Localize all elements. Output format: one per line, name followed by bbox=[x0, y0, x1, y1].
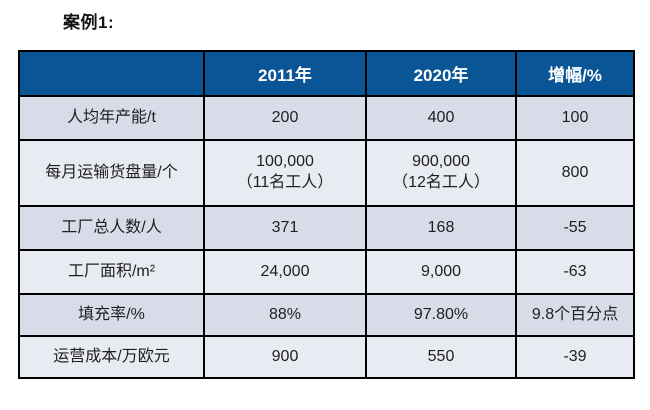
row-label: 运营成本/万欧元 bbox=[18, 335, 205, 379]
row-label: 每月运输货盘量/个 bbox=[18, 139, 205, 207]
value-2020: 97.80% bbox=[365, 293, 517, 337]
value-2020: 550 bbox=[365, 335, 517, 379]
row-label: 工厂面积/m² bbox=[18, 249, 205, 295]
case1-comparison-table: 2011年 2020年 增幅/% 人均年产能/t 200 400 100 每月运… bbox=[18, 50, 635, 379]
value-2011: 24,000 bbox=[203, 249, 367, 295]
value-delta: 9.8个百分点 bbox=[515, 293, 635, 337]
table-row: 人均年产能/t 200 400 100 bbox=[18, 95, 635, 141]
header-cell-delta: 增幅/% bbox=[515, 50, 635, 97]
row-label: 工厂总人数/人 bbox=[18, 205, 205, 251]
value-delta: -39 bbox=[515, 335, 635, 379]
value-2011: 371 bbox=[203, 205, 367, 251]
value-2011: 100,000 （11名工人） bbox=[203, 139, 367, 207]
row-label: 填充率/% bbox=[18, 293, 205, 337]
table-row: 运营成本/万欧元 900 550 -39 bbox=[18, 335, 635, 379]
table-row: 填充率/% 88% 97.80% 9.8个百分点 bbox=[18, 293, 635, 337]
value-2011: 88% bbox=[203, 293, 367, 337]
table-row: 工厂面积/m² 24,000 9,000 -63 bbox=[18, 249, 635, 295]
value-2011: 200 bbox=[203, 95, 367, 141]
row-label: 人均年产能/t bbox=[18, 95, 205, 141]
value-delta: -63 bbox=[515, 249, 635, 295]
value-2020: 400 bbox=[365, 95, 517, 141]
page-title: 案例1: bbox=[63, 13, 115, 32]
value-delta: 100 bbox=[515, 95, 635, 141]
value-2011: 900 bbox=[203, 335, 367, 379]
table-row: 工厂总人数/人 371 168 -55 bbox=[18, 205, 635, 251]
value-delta: 800 bbox=[515, 139, 635, 207]
header-cell-2011: 2011年 bbox=[203, 50, 367, 97]
value-delta: -55 bbox=[515, 205, 635, 251]
value-2020: 168 bbox=[365, 205, 517, 251]
table-header-row: 2011年 2020年 增幅/% bbox=[18, 50, 635, 97]
table-row: 每月运输货盘量/个 100,000 （11名工人） 900,000 （12名工人… bbox=[18, 139, 635, 207]
value-2020: 900,000 （12名工人） bbox=[365, 139, 517, 207]
header-cell-2020: 2020年 bbox=[365, 50, 517, 97]
value-2020: 9,000 bbox=[365, 249, 517, 295]
header-cell-metric bbox=[18, 50, 205, 97]
